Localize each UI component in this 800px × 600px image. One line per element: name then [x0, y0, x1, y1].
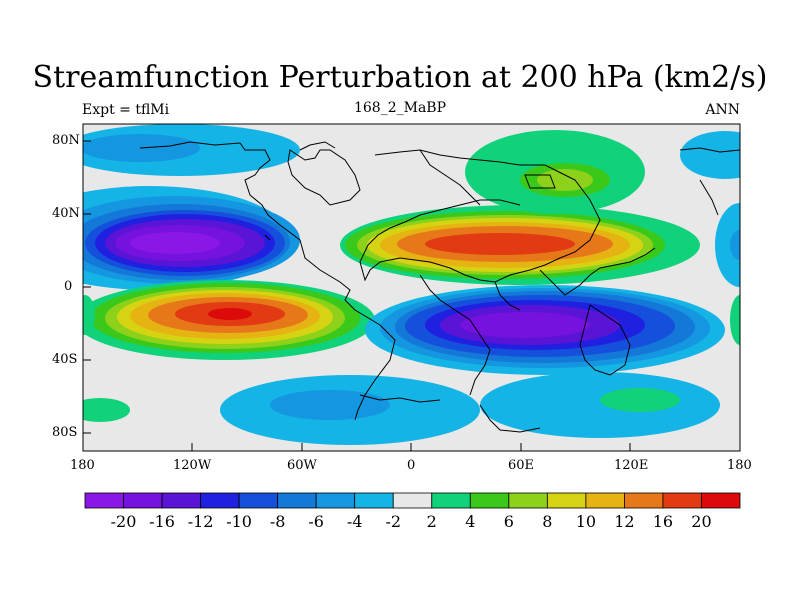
colorbar-swatch — [431, 492, 471, 509]
positive-anomaly-asia — [340, 205, 700, 285]
lat-label-80n: 80N — [52, 133, 80, 148]
lat-label-0: 0 — [64, 279, 73, 294]
colorbar-label: 16 — [652, 512, 674, 531]
negative-anomaly-pacific-north — [83, 186, 300, 290]
colorbar-label: -10 — [226, 512, 252, 531]
colorbar-label: -20 — [110, 512, 137, 531]
colorbar-swatch — [161, 492, 201, 509]
colorbar-swatch — [315, 492, 356, 509]
colorbar-swatch — [354, 492, 394, 509]
contour-fields — [83, 124, 740, 445]
colorbar-swatch — [701, 492, 741, 509]
map-title: Streamfunction Perturbation at 200 hPa (… — [32, 60, 768, 95]
positive-anomaly-pacific-south — [83, 280, 375, 360]
colorbar-swatch — [392, 492, 433, 509]
colorbar-label: 6 — [503, 512, 514, 531]
colorbar-swatch — [546, 492, 587, 509]
colorbar-swatch — [662, 492, 702, 509]
lon-label-60e: 60E — [508, 458, 535, 473]
edge-anomalies — [83, 131, 740, 345]
colorbar-swatch — [469, 492, 510, 509]
colorbar-label: -4 — [346, 512, 363, 531]
lat-label-80s: 80S — [52, 425, 78, 440]
axis-ticks — [82, 140, 741, 451]
lon-label-180-left: 180 — [70, 458, 95, 473]
colorbar-label: 12 — [614, 512, 635, 531]
colorbar-swatch — [84, 492, 124, 509]
colorbar-label: -6 — [308, 512, 324, 531]
colorbar-label: -8 — [269, 512, 286, 531]
colorbar-swatch — [624, 492, 664, 509]
colorbar-label: 20 — [691, 512, 712, 531]
colorbar — [84, 492, 741, 509]
case-label: 168_2_MaBP — [353, 100, 447, 116]
lon-label-0: 0 — [407, 458, 416, 473]
lon-label-120w: 120W — [173, 458, 212, 473]
colorbar-label: 10 — [575, 512, 597, 531]
colorbar-label: 8 — [542, 512, 553, 531]
colorbar-swatch — [277, 492, 317, 509]
colorbar-label: -16 — [149, 512, 175, 531]
experiment-label: Expt = tflMi — [82, 102, 170, 118]
lon-label-180-right: 180 — [727, 458, 752, 473]
coastlines — [139, 141, 740, 433]
colorbar-label: 4 — [465, 512, 476, 531]
season-label: ANN — [705, 102, 740, 118]
colorbar-label: -2 — [385, 512, 402, 531]
colorbar-label: 2 — [426, 512, 437, 531]
colorbar-swatch — [508, 492, 548, 509]
colorbar-swatch — [200, 492, 240, 509]
lat-label-40n: 40N — [52, 206, 80, 221]
negative-anomaly-indian-ocean — [365, 285, 725, 375]
lat-label-40s: 40S — [52, 352, 78, 367]
colorbar-swatch — [585, 492, 625, 509]
lon-label-60w: 60W — [287, 458, 317, 473]
lon-label-120e: 120E — [614, 458, 649, 473]
colorbar-label: -12 — [187, 512, 214, 531]
negative-anomaly-southern-ocean — [83, 372, 720, 445]
positive-anomaly-arctic — [465, 130, 645, 214]
colorbar-swatch — [123, 492, 163, 509]
colorbar-swatch — [238, 492, 279, 509]
